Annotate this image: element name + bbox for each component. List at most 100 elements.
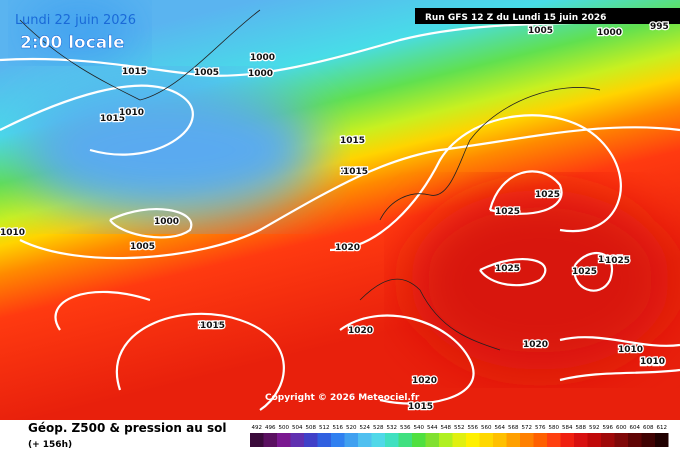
isobar-label: 1025	[495, 207, 520, 217]
colorbar-tick: 580	[549, 425, 560, 431]
colorbar-swatch	[655, 433, 669, 447]
run-text: Run GFS 12 Z du Lundi 15 juin 2026	[425, 13, 606, 23]
colorbar-swatch	[385, 433, 399, 447]
colorbar-swatch	[304, 433, 318, 447]
coastlines	[19, 9, 601, 351]
isobar-label: 1015	[100, 114, 125, 124]
isobar-label: 1020	[412, 376, 437, 386]
colorbar-swatch	[290, 433, 304, 447]
colorbar-tick: 540	[414, 425, 425, 431]
isobar-label: 1010	[640, 358, 665, 368]
colorbar-swatch	[277, 433, 291, 447]
date: Lundi 22 juin 2026	[15, 13, 136, 28]
colorbar-swatch	[371, 433, 385, 447]
isobar-label: 1015	[122, 67, 147, 77]
isobar-label: 995	[650, 22, 669, 32]
isobar-label: 1025	[605, 256, 630, 266]
colorbar-swatch	[574, 433, 588, 447]
colorbar-swatch	[331, 433, 345, 447]
colorbar-swatch	[425, 433, 439, 447]
isobar-label: 1020	[523, 340, 548, 350]
colorbar-tick: 584	[562, 425, 573, 431]
colorbar-swatch	[479, 433, 493, 447]
colorbar-tick: 508	[306, 425, 317, 431]
isobar-label: 1025	[535, 190, 560, 200]
colorbar-tick: 524	[360, 425, 371, 431]
colorbar-tick: 516	[333, 425, 344, 431]
colorbar-swatch	[641, 433, 655, 447]
colorbar-tick: 552	[454, 425, 465, 431]
colorbar-tick: 536	[400, 425, 411, 431]
isobar-label: 1025	[572, 267, 597, 277]
colorbar-tick: 564	[495, 425, 506, 431]
colorbar-swatch	[344, 433, 358, 447]
colorbar-tick: 592	[589, 425, 600, 431]
colorbar-tick: 512	[319, 425, 330, 431]
colorbar-swatch	[587, 433, 601, 447]
isobar-label: 1025	[598, 255, 623, 265]
isobar-label: 1015	[340, 136, 365, 146]
colorbar-tick: 532	[387, 425, 398, 431]
isobar-label: 1005	[130, 242, 155, 252]
colorbar-tick: 548	[441, 425, 452, 431]
colorbar-tick: 560	[481, 425, 492, 431]
footer: Géop. Z500 & pression au sol (+ 156h) 49…	[0, 420, 680, 453]
isobar-label: 1020	[348, 326, 373, 336]
isobar-label: 1015	[200, 321, 225, 331]
isobar-label: 1010	[0, 228, 25, 238]
colorbar-tick: 492	[252, 425, 263, 431]
colorbar-tick: 588	[576, 425, 587, 431]
low-area	[20, 80, 320, 220]
colorbar-tick: 556	[468, 425, 479, 431]
colorbar-swatch	[439, 433, 453, 447]
isobar-label: 1010	[618, 345, 643, 355]
isobar-label: 1015	[408, 402, 433, 412]
colorbar-swatch	[493, 433, 507, 447]
colorbar-swatch	[466, 433, 480, 447]
colorbar-tick: 596	[603, 425, 614, 431]
isobar-label: 1010	[119, 108, 144, 118]
colorbar-swatch	[412, 433, 426, 447]
colorbar-tick: 504	[292, 425, 303, 431]
colorbar-tick: 500	[279, 425, 290, 431]
colorbar-swatch	[614, 433, 628, 447]
colorbar-tick: 576	[535, 425, 546, 431]
low-area	[20, 0, 140, 60]
footer-svg: Géop. Z500 & pression au sol (+ 156h) 49…	[28, 421, 669, 450]
footer-title: Géop. Z500 & pression au sol	[28, 421, 226, 435]
copyright: Copyright © 2026 Meteociel.fr	[265, 393, 420, 403]
isobar-label: 1000	[597, 28, 622, 38]
isobar-label: 1000	[250, 53, 275, 63]
colorbar-swatch	[628, 433, 642, 447]
colorbar-swatch	[398, 433, 412, 447]
colorbar-tick: 572	[522, 425, 533, 431]
isobar-label: 1020	[198, 321, 223, 331]
isobar-label: 1005	[528, 26, 553, 36]
isobar-label: 1025	[495, 264, 520, 274]
colorbar-tick: 604	[630, 425, 641, 431]
colorbar-tick: 496	[265, 425, 276, 431]
colorbar-tick: 612	[657, 425, 668, 431]
isobar-label: 1010	[340, 167, 365, 177]
colorbar-tick: 528	[373, 425, 384, 431]
colorbar-swatch	[317, 433, 331, 447]
colorbar: 492 496 500 504 508 512 516 520 524 528 532 536 540 5…	[250, 425, 669, 447]
colorbar-swatch	[547, 433, 561, 447]
isobar-label: 1005	[194, 68, 219, 78]
colorbar-swatch	[506, 433, 520, 447]
map: Run GFS 12 Z du Lundi 15 juin 2026 Lundi…	[0, 0, 680, 420]
colorbar-swatch	[560, 433, 574, 447]
time: 2:00 locale	[20, 33, 125, 53]
isobar-label: 1020	[335, 243, 360, 253]
colorbar-tick: 600	[616, 425, 627, 431]
isobar-label: 1010	[640, 357, 665, 367]
isobar-label: 1000	[248, 69, 273, 79]
colorbar-swatch	[358, 433, 372, 447]
colorbar-tick: 608	[643, 425, 654, 431]
footer-subtitle: (+ 156h)	[28, 440, 72, 450]
colorbar-tick: 568	[508, 425, 519, 431]
colorbar-swatch	[452, 433, 466, 447]
isobar-label: 1000	[154, 217, 179, 227]
